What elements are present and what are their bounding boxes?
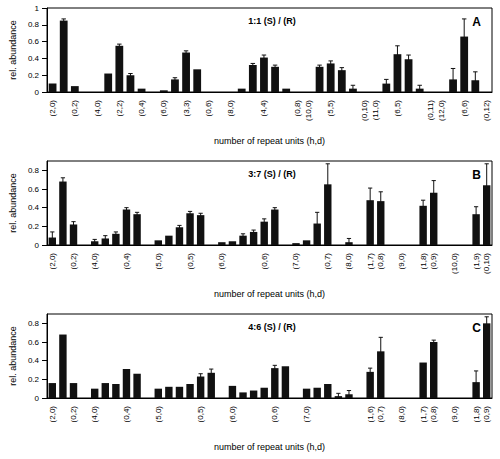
svg-text:(1,7): (1,7)	[366, 253, 375, 270]
svg-text:(4,0): (4,0)	[93, 100, 102, 117]
svg-text:3:7 (S) / (R): 3:7 (S) / (R)	[248, 169, 296, 179]
svg-text:(1,8): (1,8)	[419, 253, 428, 270]
svg-text:(0,9): (0,9)	[482, 406, 491, 423]
svg-text:number of repeat units (h,d): number of repeat units (h,d)	[214, 136, 325, 146]
svg-text:0: 0	[35, 241, 40, 250]
svg-text:(2,0): (2,0)	[48, 253, 57, 270]
svg-text:(0,7): (0,7)	[376, 406, 385, 423]
svg-text:(5,5): (5,5)	[326, 100, 335, 117]
svg-text:(0,8): (0,8)	[429, 406, 438, 423]
svg-text:(11,0): (11,0)	[371, 100, 380, 121]
svg-text:(0,6): (0,6)	[270, 406, 279, 423]
svg-text:0.6: 0.6	[28, 37, 40, 46]
svg-text:(2,2): (2,2)	[115, 100, 124, 117]
svg-text:(6,0): (6,0)	[228, 406, 237, 423]
svg-text:0.4: 0.4	[28, 54, 40, 63]
svg-text:(9,0): (9,0)	[397, 253, 406, 270]
svg-text:1: 1	[35, 4, 40, 13]
svg-text:(0,4): (0,4)	[122, 253, 131, 270]
svg-text:(0,5): (0,5)	[186, 253, 195, 270]
svg-text:(6,6): (6,6)	[460, 100, 469, 117]
svg-text:(0,5): (0,5)	[196, 406, 205, 423]
svg-text:(8,0): (8,0)	[344, 253, 353, 270]
svg-text:(2,0): (2,0)	[48, 100, 57, 117]
svg-text:(8,0): (8,0)	[397, 406, 406, 423]
svg-text:(6,5): (6,5)	[393, 100, 402, 117]
svg-text:0.2: 0.2	[28, 222, 40, 231]
svg-text:(7,0): (7,0)	[302, 406, 311, 423]
svg-text:rel. abundance: rel. abundance	[8, 20, 18, 80]
svg-text:0.2: 0.2	[28, 71, 40, 80]
svg-text:(0,9): (0,9)	[429, 253, 438, 270]
svg-text:(0,2): (0,2)	[69, 253, 78, 270]
svg-text:(4,4): (4,4)	[259, 100, 268, 117]
svg-text:0.2: 0.2	[28, 375, 40, 384]
svg-text:(0,8): (0,8)	[293, 100, 302, 117]
svg-text:(10,0): (10,0)	[304, 100, 313, 121]
svg-text:number of repeat units (h,d): number of repeat units (h,d)	[214, 289, 325, 299]
svg-text:(6,0): (6,0)	[217, 253, 226, 270]
svg-text:rel. abundance: rel. abundance	[8, 173, 18, 233]
svg-text:0: 0	[35, 394, 40, 403]
svg-text:A: A	[472, 15, 481, 29]
svg-text:(0,2): (0,2)	[69, 406, 78, 423]
svg-text:(9,0): (9,0)	[450, 406, 459, 423]
svg-text:(0,11): (0,11)	[426, 100, 435, 121]
svg-text:B: B	[472, 168, 481, 182]
svg-text:0.8: 0.8	[28, 166, 40, 175]
svg-text:(4,0): (4,0)	[90, 253, 99, 270]
svg-text:0: 0	[35, 88, 40, 97]
svg-text:0.6: 0.6	[28, 338, 40, 347]
svg-text:(1,9): (1,9)	[472, 253, 481, 270]
svg-text:0.4: 0.4	[28, 356, 40, 365]
svg-text:(0,8): (0,8)	[376, 253, 385, 270]
svg-text:rel. abundance: rel. abundance	[8, 326, 18, 386]
svg-text:(0,10): (0,10)	[360, 100, 369, 121]
svg-text:(4,0): (4,0)	[90, 406, 99, 423]
svg-text:(6,0): (6,0)	[159, 100, 168, 117]
svg-text:C: C	[472, 321, 481, 335]
svg-text:0.6: 0.6	[28, 185, 40, 194]
svg-text:(0,2): (0,2)	[70, 100, 79, 117]
svg-text:(0,4): (0,4)	[137, 100, 146, 117]
svg-text:(1,7): (1,7)	[419, 406, 428, 423]
svg-text:(0,7): (0,7)	[323, 253, 332, 270]
svg-text:(0,4): (0,4)	[122, 406, 131, 423]
svg-text:(10,0): (10,0)	[450, 253, 459, 274]
svg-text:number of repeat units (h,d): number of repeat units (h,d)	[214, 442, 325, 452]
svg-text:(0,10): (0,10)	[482, 253, 491, 274]
svg-text:(5,0): (5,0)	[154, 406, 163, 423]
svg-text:(8,0): (8,0)	[226, 100, 235, 117]
svg-text:4:6 (S) / (R): 4:6 (S) / (R)	[248, 322, 296, 332]
svg-text:(1,8): (1,8)	[472, 406, 481, 423]
svg-text:0.8: 0.8	[28, 319, 40, 328]
svg-text:(0,6): (0,6)	[204, 100, 213, 117]
svg-text:1:1 (S) / (R): 1:1 (S) / (R)	[248, 16, 296, 26]
svg-text:0.8: 0.8	[28, 20, 40, 29]
svg-text:(3,3): (3,3)	[182, 100, 191, 117]
svg-text:(2,0): (2,0)	[48, 406, 57, 423]
svg-text:(1,6): (1,6)	[366, 406, 375, 423]
svg-text:(7,0): (7,0)	[291, 253, 300, 270]
svg-text:(0,12): (0,12)	[482, 100, 491, 121]
svg-text:0.4: 0.4	[28, 203, 40, 212]
svg-text:(0,6): (0,6)	[260, 253, 269, 270]
svg-text:(5,0): (5,0)	[154, 253, 163, 270]
svg-text:(12,0): (12,0)	[437, 100, 446, 121]
